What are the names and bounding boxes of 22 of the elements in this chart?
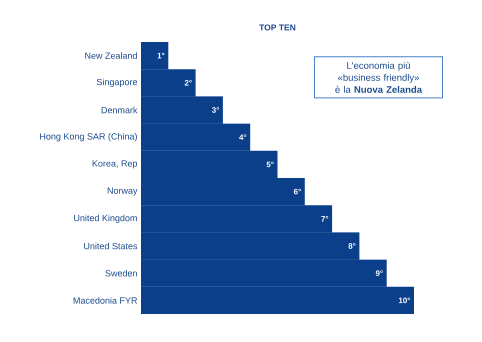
data-label: 3° xyxy=(212,107,220,113)
y-tick-label: New Zealand xyxy=(85,52,137,59)
y-tick-label: Denmark xyxy=(102,106,138,114)
data-label: 4° xyxy=(239,134,246,140)
y-tick-label: United States xyxy=(84,242,138,250)
annotation: L'economia più «business friendly» è la Nuova Zelanda xyxy=(335,62,422,93)
data-label: 1° xyxy=(158,52,164,58)
y-tick-label: Korea, Rep xyxy=(92,160,138,168)
y-tick-label: Macedonia FYR xyxy=(74,297,138,304)
data-label: 10° xyxy=(398,298,410,304)
y-tick-label: Hong Kong SAR (China) xyxy=(40,132,137,142)
y-tick-label: Norway xyxy=(108,188,138,196)
y-tick-label: United Kingdom xyxy=(74,214,137,223)
data-label: 9° xyxy=(376,270,383,276)
y-tick-label: Sweden xyxy=(105,270,137,276)
y-tick-label: Singapore xyxy=(96,78,138,87)
data-label: 6° xyxy=(294,188,301,194)
data-label: 5° xyxy=(266,162,274,168)
data-label: 2° xyxy=(184,80,192,86)
data-label: 8° xyxy=(348,243,356,249)
chart-title: TOP TEN xyxy=(259,24,296,30)
data-label: 7° xyxy=(321,216,328,222)
